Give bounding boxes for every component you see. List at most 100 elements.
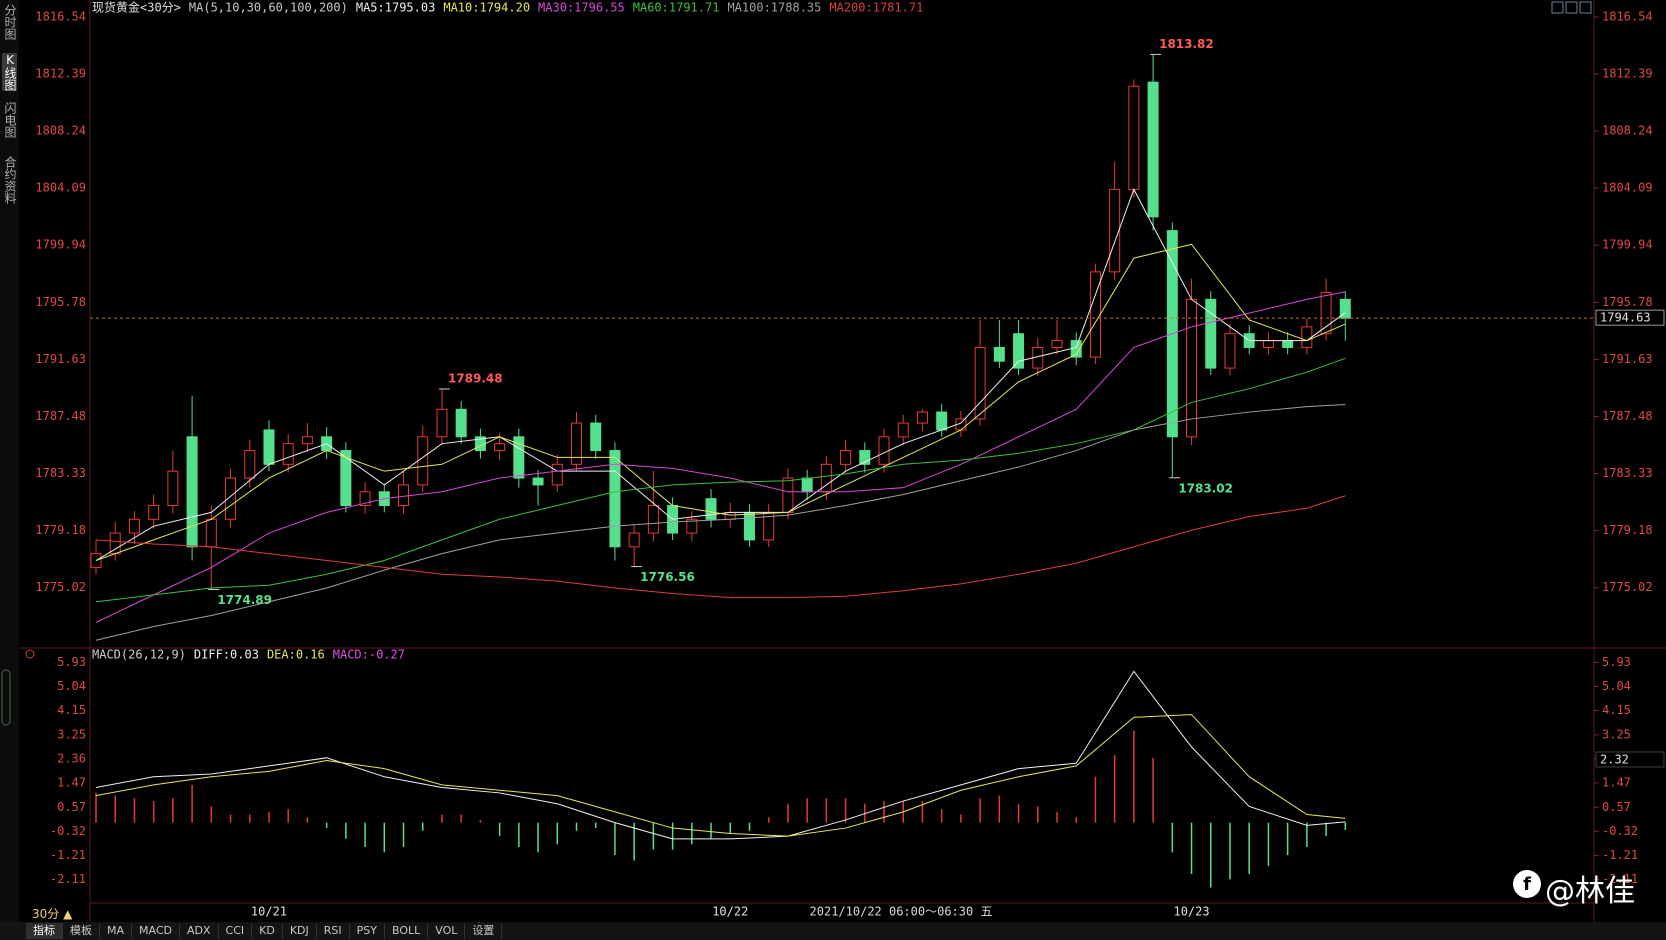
cursor-time: 2021/10/22 06:00～06:30 五 — [810, 905, 993, 919]
indicator-tab[interactable]: PSY — [350, 923, 385, 939]
extreme-label: 1774.89 — [217, 593, 272, 607]
candle-body — [628, 532, 640, 548]
y-tick-label: 1812.39 — [35, 67, 86, 81]
y-tick-label: 1779.18 — [35, 523, 86, 537]
candle-body — [686, 518, 698, 534]
y-tick-label: 1812.39 — [1602, 67, 1653, 81]
indicator-tab[interactable]: VOL — [428, 923, 466, 939]
side-tab[interactable]: K线图 — [2, 53, 17, 91]
y-tick-label: 0.57 — [1602, 800, 1631, 814]
bottom-tab[interactable]: 模板 — [63, 923, 100, 939]
candle-body — [609, 450, 621, 548]
ma-line — [95, 243, 1346, 561]
indicator-tab[interactable]: MACD — [132, 923, 180, 939]
candle-body — [859, 450, 871, 465]
y-tick-label: 1791.63 — [35, 352, 86, 366]
window-button[interactable] — [1579, 1, 1592, 14]
candle-body — [801, 477, 813, 493]
legend-entry: MA(5,10,30,60,100,200) — [189, 1, 348, 15]
y-tick-label: 1787.48 — [35, 409, 86, 423]
indicator-tab[interactable]: RSI — [317, 923, 350, 939]
candle-body — [455, 408, 467, 438]
indicator-tab[interactable]: 设置 — [465, 923, 503, 939]
settings-icon[interactable] — [25, 649, 35, 659]
x-tick-label: 10/23 — [1173, 905, 1209, 919]
y-tick-label: 3.25 — [1602, 727, 1631, 741]
bottom-tab[interactable]: 指标 — [26, 923, 63, 939]
candle-body — [340, 450, 352, 507]
candle-body — [1128, 85, 1140, 190]
y-tick-label: 1804.09 — [1602, 181, 1653, 195]
indicator-tab[interactable]: KDJ — [283, 923, 317, 939]
candle-body — [1262, 340, 1274, 348]
y-tick-label: 1808.24 — [1602, 124, 1653, 138]
legend-entry: DIFF:0.03 — [194, 648, 259, 662]
indicator-tab[interactable]: MA — [100, 923, 133, 939]
candle-body — [1186, 298, 1198, 438]
candle-body — [916, 411, 928, 424]
legend-entry: DEA:0.16 — [267, 648, 325, 662]
y-tick-label: 5.93 — [57, 655, 86, 669]
candle-body — [743, 511, 755, 541]
side-tab[interactable]: 闪电图 — [3, 102, 17, 138]
y-tick-label: 1779.18 — [1602, 523, 1653, 537]
watermark-icon-glyph: f — [1523, 874, 1531, 895]
y-tick-label: -2.11 — [1602, 872, 1638, 886]
candle-body — [936, 411, 948, 431]
ma-line — [95, 404, 1346, 641]
candle-body — [1282, 340, 1294, 348]
y-tick-label: 1804.09 — [35, 181, 86, 195]
legend-entry: MACD:-0.27 — [333, 648, 405, 662]
y-tick-label: 1795.78 — [35, 295, 86, 309]
legend-entry: MACD(26,12,9) — [92, 648, 186, 662]
indicator-tab[interactable]: ADX — [180, 923, 219, 939]
legend-entry: MA5:1795.03 — [356, 1, 435, 15]
candle-body — [148, 505, 160, 520]
y-tick-label: 1783.33 — [35, 466, 86, 480]
candle-body — [225, 477, 237, 520]
candle-body — [590, 422, 602, 452]
extreme-label: 1776.56 — [640, 570, 695, 584]
ma-line — [95, 291, 1346, 623]
candle-body — [532, 477, 544, 486]
candle-body — [282, 443, 294, 465]
candle-body — [398, 484, 410, 507]
watermark-icon — [1513, 870, 1541, 898]
bottom-bar: 指标 模板 MA MACD ADX CCI KD KDJ RSI PSY BOL… — [0, 922, 1666, 940]
candle-body — [167, 470, 179, 507]
y-tick-label: 5.93 — [1602, 655, 1631, 669]
side-tab[interactable]: 合约资料 — [3, 156, 17, 204]
candle-body — [840, 450, 852, 465]
indicator-tab[interactable]: CCI — [219, 923, 253, 939]
candle-body — [551, 463, 563, 486]
candle-body — [974, 346, 986, 420]
window-button[interactable] — [1565, 1, 1578, 14]
candle-body — [436, 408, 448, 438]
period-selector[interactable]: 30分 ▲ — [32, 907, 73, 921]
window-button[interactable] — [1551, 1, 1564, 14]
indicator-tab[interactable]: BOLL — [385, 923, 429, 939]
macd-line — [95, 714, 1346, 837]
candle-body — [1013, 333, 1025, 369]
candle-body — [1224, 333, 1236, 369]
y-tick-label: -1.21 — [1602, 848, 1638, 862]
indicator-tab[interactable]: KD — [252, 923, 283, 939]
y-tick-label: 1.47 — [57, 775, 86, 789]
y-tick-label: 1816.54 — [35, 10, 86, 24]
candle-body — [128, 518, 140, 534]
y-tick-label: 1.47 — [1602, 775, 1631, 789]
side-tab[interactable]: 分时图 — [3, 4, 17, 40]
macd-line — [95, 670, 1346, 840]
scroll-handle[interactable] — [1, 669, 11, 726]
y-tick-label: 5.04 — [1602, 679, 1631, 693]
candle-body — [705, 498, 717, 520]
candle-body — [1301, 326, 1313, 348]
candle-body — [301, 436, 313, 445]
y-tick-label: 1799.94 — [1602, 238, 1653, 252]
x-tick-label: 10/22 — [712, 905, 748, 919]
candle-body — [993, 346, 1005, 362]
y-tick-label: -2.11 — [50, 872, 86, 886]
candle-body — [417, 436, 429, 486]
y-tick-label: -0.32 — [50, 824, 86, 838]
